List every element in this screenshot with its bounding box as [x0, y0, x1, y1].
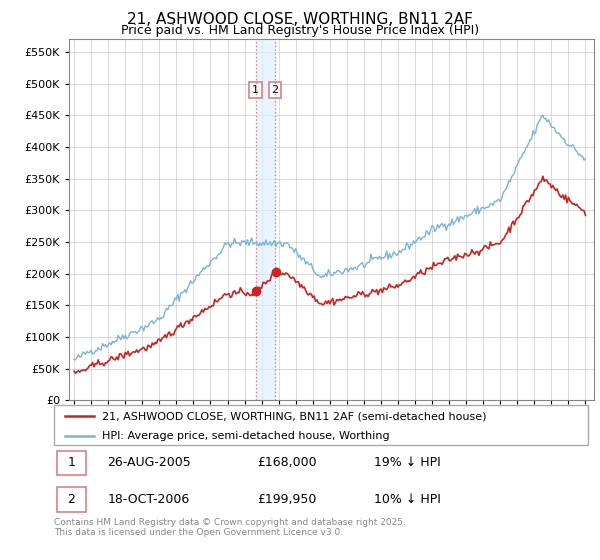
- Text: HPI: Average price, semi-detached house, Worthing: HPI: Average price, semi-detached house,…: [102, 431, 389, 441]
- Text: 21, ASHWOOD CLOSE, WORTHING, BN11 2AF (semi-detached house): 21, ASHWOOD CLOSE, WORTHING, BN11 2AF (s…: [102, 411, 487, 421]
- Text: 19% ↓ HPI: 19% ↓ HPI: [374, 456, 441, 469]
- Text: Contains HM Land Registry data © Crown copyright and database right 2025.
This d: Contains HM Land Registry data © Crown c…: [54, 518, 406, 538]
- Bar: [56, 451, 86, 475]
- Text: 10% ↓ HPI: 10% ↓ HPI: [374, 493, 441, 506]
- Bar: [56, 487, 86, 512]
- Text: 2: 2: [272, 85, 278, 95]
- Text: 1: 1: [252, 85, 259, 95]
- Bar: [256, 39, 275, 400]
- Text: 2: 2: [67, 493, 75, 506]
- Text: 21, ASHWOOD CLOSE, WORTHING, BN11 2AF: 21, ASHWOOD CLOSE, WORTHING, BN11 2AF: [127, 12, 473, 27]
- Text: 26-AUG-2005: 26-AUG-2005: [107, 456, 191, 469]
- Text: £199,950: £199,950: [257, 493, 316, 506]
- Text: Price paid vs. HM Land Registry's House Price Index (HPI): Price paid vs. HM Land Registry's House …: [121, 24, 479, 37]
- Text: 1: 1: [67, 456, 75, 469]
- Text: 18-OCT-2006: 18-OCT-2006: [107, 493, 190, 506]
- Text: £168,000: £168,000: [257, 456, 317, 469]
